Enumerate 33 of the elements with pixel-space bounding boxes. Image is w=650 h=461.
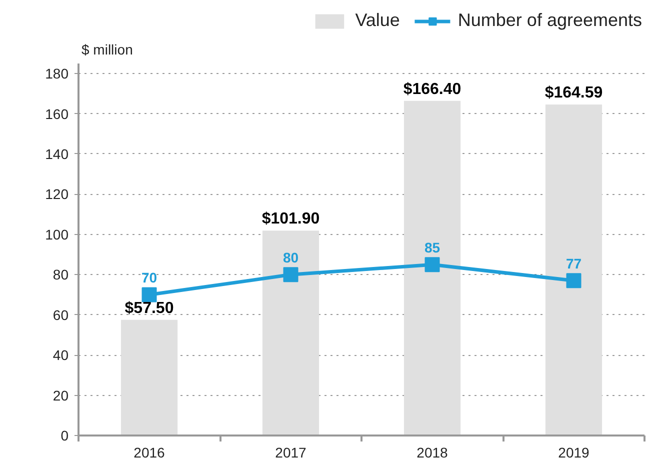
point: [566, 273, 582, 288]
y-tick-label: 120: [45, 186, 69, 202]
bar: [262, 230, 320, 436]
data-label: $166.40: [403, 80, 462, 98]
x-tick-label: 2018: [416, 444, 448, 460]
legend-label: Number of agreements: [458, 10, 642, 31]
bar: [404, 100, 461, 436]
point: [424, 257, 440, 272]
y-tick-label: 100: [45, 226, 69, 242]
y-tick-label: 0: [60, 428, 69, 444]
data-label: 77: [566, 256, 582, 272]
y-tick-label: 180: [45, 66, 69, 82]
y-tick-label: 40: [52, 347, 69, 364]
point: [142, 287, 157, 302]
data-label: 85: [424, 240, 440, 256]
data-label: $101.90: [262, 210, 320, 228]
y-axis-title: $ million: [82, 42, 133, 58]
y-tick-label: 80: [52, 266, 69, 283]
data-label: $164.59: [544, 84, 603, 102]
x-tick-label: 2017: [275, 444, 307, 460]
x-tick-label: 2019: [558, 444, 590, 460]
data-label: 80: [282, 250, 299, 266]
bar: [120, 320, 178, 436]
y-tick-label: 60: [52, 306, 69, 323]
y-tick-label: 140: [45, 146, 69, 162]
data-label: $57.50: [124, 300, 174, 317]
legend-label: Value: [355, 10, 400, 31]
data-label: 70: [141, 270, 158, 286]
y-tick-label: 20: [52, 387, 69, 404]
point: [283, 267, 298, 282]
y-tick-label: 160: [45, 106, 69, 122]
bar: [545, 104, 602, 436]
x-tick-label: 2016: [134, 444, 166, 460]
